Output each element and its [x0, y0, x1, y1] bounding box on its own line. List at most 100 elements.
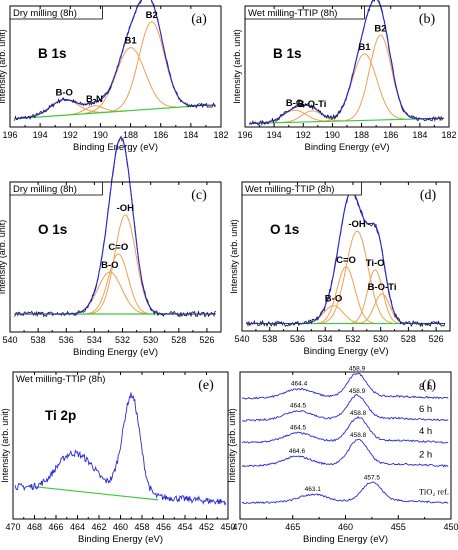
fit-component-b-o-ti: [279, 110, 345, 124]
x-tick-label: 538: [262, 334, 277, 344]
x-tick-label: 196: [237, 130, 252, 140]
peak-label: C=O: [336, 255, 356, 266]
x-tick-label: 464: [70, 522, 85, 532]
peak-label: B-O: [286, 98, 303, 109]
peak-label: B-N: [86, 94, 103, 105]
peak-label: B2: [146, 10, 158, 21]
series-0: 464.4 458.9 8 h: [241, 366, 449, 400]
fit-envelope: [14, 137, 216, 315]
series-name: 6 h: [419, 404, 432, 415]
x-tick-label: 182: [441, 130, 456, 140]
peak-position-label: 463.1: [305, 486, 322, 493]
peak-label: B-O: [56, 87, 73, 98]
peak-label: B2: [374, 23, 386, 34]
fit-component-b2: [345, 34, 416, 121]
x-tick-label: 460: [113, 522, 128, 532]
condition-label: Wet milling-TTIP (8h): [248, 8, 337, 19]
x-axis-label: Binding Energy (eV): [303, 346, 388, 357]
peak-position-label: 458.9: [349, 366, 366, 373]
panel-letter: (e): [198, 378, 214, 393]
panel-letter: (a): [191, 12, 207, 27]
fit-envelope: [246, 190, 445, 325]
peak-position-label: 464.6: [289, 448, 306, 455]
y-axis-label: Intensity (arb. unit): [0, 408, 10, 483]
x-tick-label: 192: [63, 130, 78, 140]
background-line: [17, 104, 206, 120]
panel-d: B-O C=O -OH Ti-O B-O-Ti Wet milling-TTIP (8h)…: [229, 181, 451, 357]
peak-position-label: 464.4: [291, 380, 308, 387]
x-tick-label: 194: [267, 130, 282, 140]
condition-label: Wet milling-TTIP (8h): [245, 184, 334, 195]
condition-label: Dry milling (8h): [13, 184, 77, 195]
fit-envelope: [249, 0, 444, 124]
panel-c: B-O C=O -OH Dry milling (8h) O 1s 540 538 536 53…: [0, 135, 222, 358]
x-axis-label: Binding Energy (eV): [303, 534, 388, 545]
x-tick-label: 468: [27, 522, 42, 532]
x-tick-label: 528: [171, 335, 186, 345]
series-line: [241, 481, 449, 505]
x-tick-label: 536: [59, 335, 74, 345]
x-tick-label: 186: [153, 130, 168, 140]
x-tick-label: 465: [285, 522, 300, 532]
plot-frame: [9, 181, 222, 333]
peak-position-label: 464.5: [290, 425, 307, 432]
x-tick-label: 190: [325, 130, 340, 140]
x-tick-label: 470: [5, 522, 20, 532]
x-tick-label: 530: [143, 335, 158, 345]
x-tick-label: 526: [199, 335, 214, 345]
x-tick-label: 538: [31, 335, 46, 345]
x-tick-label: 458: [134, 522, 149, 532]
peak-label: B-O-Ti: [368, 282, 397, 293]
peak-label: B1: [124, 36, 137, 47]
series-name: 2 h: [419, 450, 432, 461]
series-line: [241, 393, 449, 422]
x-tick-label: 454: [177, 522, 192, 532]
x-tick-label: 456: [156, 522, 171, 532]
x-tick-label: 534: [87, 335, 102, 345]
series-name: TiO₂ ref.: [419, 486, 449, 496]
peak-label: -OH: [348, 219, 366, 230]
fit-component-b2: [110, 21, 193, 112]
fit-envelope: [14, 0, 216, 120]
x-tick-label: 452: [199, 522, 214, 532]
plot-frame: [239, 371, 452, 520]
series-line: [241, 438, 449, 468]
y-axis-label: Intensity (arb. unit): [232, 29, 242, 104]
x-tick-label: 450: [443, 522, 458, 532]
x-tick-label: 186: [383, 130, 398, 140]
series-name: 4 h: [419, 426, 432, 437]
series-3: 464.6 458.8 2 h: [241, 432, 449, 468]
element-label: B 1s: [38, 46, 67, 61]
background-line: [252, 117, 435, 124]
x-tick-label: 540: [2, 335, 17, 345]
series-line: [241, 415, 449, 444]
panel-a: B-O B-N B1 B2 Dry milling (8h) B 1s 196 194 192 1…: [0, 0, 229, 153]
condition-label: Wet milling-TTIP (8h): [16, 374, 105, 385]
peak-position-label: 464.5: [290, 402, 307, 409]
peak-label: -OH: [117, 203, 135, 214]
x-tick-label: 192: [296, 130, 311, 140]
x-tick-label: 466: [48, 522, 63, 532]
x-tick-label: 194: [33, 130, 48, 140]
panel-letter: (d): [420, 188, 437, 203]
series-2: 464.5 458.8 4 h: [241, 410, 449, 444]
x-tick-label: 188: [123, 130, 138, 140]
y-axis-label: Intensity (arb. unit): [0, 220, 7, 295]
fit-component-b1: [84, 47, 177, 114]
x-tick-label: 190: [93, 130, 108, 140]
x-axis-label: Binding Energy (eV): [73, 142, 158, 153]
plot-frame: [241, 181, 451, 332]
ti-spectrum: [14, 392, 227, 506]
x-tick-label: 532: [345, 334, 360, 344]
x-tick-label: 540: [234, 334, 249, 344]
x-tick-label: 462: [91, 522, 106, 532]
peak-position-label: 457.5: [364, 474, 381, 481]
peak-label: B-O-Ti: [298, 99, 327, 110]
element-label: B 1s: [273, 46, 302, 61]
peak-position-label: 458.9: [349, 388, 366, 395]
y-axis-label: Intensity (arb. unit): [229, 219, 239, 294]
peak-position-label: 458.8: [350, 432, 367, 439]
